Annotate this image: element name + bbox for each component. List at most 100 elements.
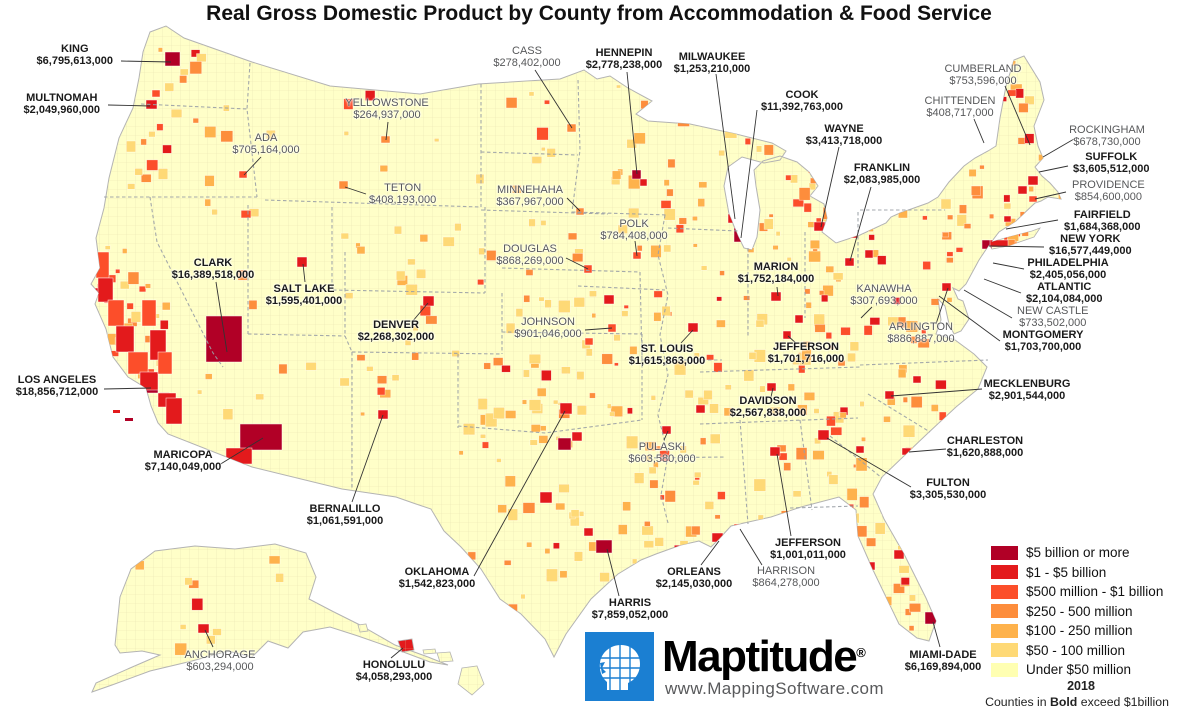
county-name: LOS ANGELES [17, 374, 97, 386]
state-borders [104, 62, 989, 525]
channel-island [125, 418, 133, 421]
county-value: $1,595,401,000 [265, 294, 343, 307]
legend-note-prefix: Counties in [985, 695, 1050, 709]
county-value: $307,693,000 [850, 294, 918, 307]
county-value: $733,502,000 [1019, 316, 1087, 329]
county-name: MARION [753, 261, 799, 273]
county-label-yellowstone-3: YELLOWSTONE $264,937,000 [345, 97, 429, 121]
county-value: $1,684,368,000 [1064, 220, 1141, 233]
county-label-marion-24: MARION $1,752,184,000 [737, 261, 815, 285]
county-label-harris-34: HARRIS $7,859,052,000 [592, 597, 668, 621]
county-label-anchorage-38: ANCHORAGE $603,294,000 [185, 649, 256, 673]
county-name: HONOLULU [362, 659, 426, 671]
leader-line [606, 548, 620, 597]
county-label-douglas-47: DOUGLAS $868,269,000 [496, 243, 564, 267]
leader-line [663, 430, 669, 441]
leader-line [770, 387, 774, 398]
leader-line [992, 262, 1025, 270]
county-name: CUMBERLAND [944, 63, 1022, 75]
county-value: $864,278,000 [752, 576, 820, 589]
leader-line [740, 109, 758, 239]
leader-line [739, 528, 763, 566]
county-value: $868,269,000 [496, 254, 564, 267]
county-label-new-york-17: NEW YORK $16,577,449,000 [1049, 233, 1132, 257]
county-name: BERNALILLO [309, 503, 381, 515]
county-name: COOK [785, 89, 819, 101]
county-label-multnomah-1: MULTNOMAH $2,049,960,000 [23, 92, 100, 116]
leader-line [411, 302, 429, 323]
county-name: YELLOWSTONE [345, 97, 429, 109]
legend-label: $250 - 500 million [1026, 603, 1133, 619]
county-name: CHARLESTON [946, 435, 1024, 447]
page-title: Real Gross Domestic Product by County fr… [206, 2, 992, 25]
county-value: $408,717,000 [926, 106, 994, 119]
channel-island [113, 410, 120, 413]
county-label-chittenden-12: CHITTENDEN $408,717,000 [925, 95, 996, 119]
county-name: FULTON [926, 477, 970, 489]
leader-line [215, 281, 228, 353]
county-name: FAIRFIELD [1073, 209, 1131, 221]
county-value: $7,140,049,000 [144, 460, 222, 473]
county-value: $2,778,238,000 [585, 58, 663, 71]
registered-mark: ® [856, 645, 866, 660]
legend-swatch [991, 662, 1018, 677]
legend-item: $250 - 500 million [991, 602, 1177, 622]
county-value: $1,061,591,000 [306, 514, 384, 527]
leader-line [634, 240, 638, 257]
county-name: PHILADELPHIA [1027, 257, 1109, 269]
county-name: ADA [254, 132, 278, 144]
legend-item: $500 million - $1 billion [991, 582, 1177, 602]
county-label-fulton-29: FULTON $3,305,530,000 [910, 477, 986, 501]
county-label-st-louis-49: ST. LOUIS $1,615,863,000 [629, 343, 705, 367]
county-value: $2,901,544,000 [988, 389, 1066, 402]
county-value: $886,887,000 [887, 332, 955, 345]
county-label-jefferson-31: JEFFERSON $1,001,011,000 [770, 537, 846, 561]
county-name: MILWAUKEE [678, 51, 746, 63]
county-value: $1,752,184,000 [737, 272, 815, 285]
county-name: SALT LAKE [273, 283, 335, 295]
leader-line [849, 186, 872, 262]
legend-swatch [991, 545, 1018, 560]
leader-line [890, 388, 983, 397]
county-value: $2,405,056,000 [1029, 268, 1107, 281]
leader-line [787, 335, 798, 345]
leader-line [935, 287, 949, 325]
county-label-maricopa-41: MARICOPA $7,140,049,000 [144, 449, 222, 473]
county-label-rockingham-13: ROCKINGHAM $678,730,000 [1069, 124, 1145, 148]
county-label-cass-5: CASS $278,402,000 [493, 45, 560, 69]
county-value: $16,577,449,000 [1049, 244, 1132, 257]
legend-label: $100 - 250 million [1026, 623, 1133, 639]
county-value: $1,701,716,000 [767, 352, 845, 365]
leader-line [302, 263, 306, 283]
legend-note: Counties in Bold exceed $1billion [973, 695, 1177, 709]
county-name: ST. LOUIS [640, 343, 694, 355]
county-label-harrison-33: HARRISON $864,278,000 [752, 565, 820, 589]
county-label-fairfield-16: FAIRFIELD $1,684,368,000 [1064, 209, 1141, 233]
legend-label: $5 billion or more [1026, 545, 1130, 561]
county-name: PULASKI [638, 441, 686, 453]
county-name: CASS [512, 45, 542, 57]
leader-line [534, 69, 573, 129]
legend-note-bold: Bold [1050, 695, 1078, 709]
county-name: SUFFOLK [1085, 151, 1138, 163]
county-value: $16,389,518,000 [171, 268, 255, 281]
leader-line [973, 118, 985, 144]
county-label-philadelphia-18: PHILADELPHIA $2,405,056,000 [1027, 257, 1109, 281]
county-label-orleans-32: ORLEANS $2,145,030,000 [656, 566, 732, 590]
map-legend: $5 billion or more $1 - $5 billion $500 mi… [991, 543, 1177, 680]
legend-year: 2018 [1067, 679, 1095, 693]
county-name: TETON [384, 182, 422, 194]
leader-line [988, 245, 1045, 248]
county-name: HENNEPIN [595, 47, 653, 59]
county-label-ada-2: ADA $705,164,000 [232, 132, 299, 156]
county-name: ORLEANS [667, 566, 721, 578]
leader-line [700, 540, 720, 566]
county-value: $2,049,960,000 [23, 103, 100, 116]
county-value: $4,058,293,000 [355, 670, 433, 683]
leader-line [1034, 191, 1067, 200]
county-name: NEW YORK [1060, 233, 1121, 245]
county-label-clark-42: CLARK $16,389,518,000 [171, 257, 255, 281]
county-label-salt-lake-43: SALT LAKE $1,595,401,000 [265, 283, 343, 307]
metro-hotspots [94, 51, 1039, 634]
county-name: ROCKINGHAM [1069, 124, 1145, 136]
